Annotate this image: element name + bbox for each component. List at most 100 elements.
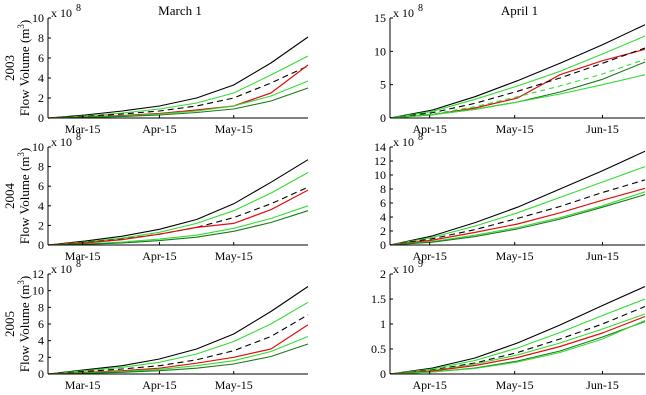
x-tick-label: Apr-15 [142, 249, 176, 263]
series-line-inner-upper [47, 55, 309, 119]
x-tick-label: May-15 [215, 249, 253, 263]
axis-multiplier: x 10 [393, 135, 414, 149]
series-line-mean [47, 186, 309, 246]
y-tick-label: 4 [38, 71, 44, 85]
x-tick-label: Mar-15 [65, 249, 101, 263]
x-tick-label: Jun-15 [586, 122, 619, 136]
axis-multiplier: x 10 [393, 6, 414, 20]
series-line-inner-lower [47, 80, 309, 119]
y-tick-label: 8 [38, 31, 44, 45]
y-tick-label: 0 [380, 111, 386, 125]
y-tick-label: 8 [380, 182, 386, 196]
series-line-upper [47, 286, 309, 375]
x-tick-label: May-15 [215, 122, 253, 136]
series-line-mean [47, 65, 309, 119]
subplot-1: 0 2 4 6 8 10 Mar-15 Apr-15 May-15 x 10 8 March 1 200… [2, 3, 309, 136]
series-line-inner-dashed [389, 58, 646, 119]
series-line-observed [389, 315, 646, 375]
series-line-inner-upper [389, 35, 646, 119]
series-line-mean [389, 47, 646, 119]
series-line-upper [389, 150, 646, 246]
y-tick-label: 4 [38, 199, 44, 213]
y-tick-label: 6 [38, 317, 44, 331]
x-tick-label: Jun-15 [586, 249, 619, 263]
axis-exponent: 8 [418, 3, 423, 14]
series-line-inner-lower [389, 74, 646, 119]
axis-exponent: 8 [76, 3, 81, 14]
subplot-3: 0 2 4 6 8 10 Mar-15 Apr-15 May-15 x 10 8 2004 Flow V… [2, 132, 309, 263]
series-line-upper [389, 24, 646, 119]
row-label: 2003 [2, 55, 17, 81]
series-line-inner-lower [389, 191, 646, 246]
y-tick-label: 6 [380, 196, 386, 210]
series-line-inner-lower [389, 319, 646, 375]
y-tick-label: 2 [380, 267, 386, 281]
y-axis-label: Flow Volume (m3) [16, 20, 32, 117]
series-line-median [47, 87, 309, 119]
series-line-median [389, 61, 646, 119]
x-tick-label: Mar-15 [65, 122, 101, 136]
series-line-mean [47, 314, 309, 375]
y-tick-label: 15 [374, 11, 386, 25]
y-tick-label: 12 [32, 267, 44, 281]
x-tick-label: Mar-15 [65, 378, 101, 392]
series-line-inner-upper [47, 301, 309, 375]
series-line-mean [389, 305, 646, 375]
y-tick-label: 10 [32, 284, 44, 298]
x-tick-label: May-15 [496, 378, 534, 392]
series-line-inner-upper [389, 298, 646, 375]
subplot-6: 0 0.5 1 1.5 2 Apr-15 May-15 Jun-15 x 10 9 [371, 259, 646, 392]
series-line-observed [389, 187, 646, 246]
series-line-upper [47, 36, 309, 119]
y-tick-label: 0 [38, 238, 44, 252]
series-line-median [47, 210, 309, 246]
series-line-inner-mid [389, 313, 646, 375]
y-tick-label: 10 [32, 11, 44, 25]
x-tick-label: Apr-15 [142, 378, 176, 392]
y-tick-label: 2 [38, 218, 44, 232]
series-line-mean [389, 179, 646, 246]
axis-multiplier: x 10 [51, 262, 72, 276]
x-tick-label: Apr-15 [412, 249, 446, 263]
y-tick-label: 10 [374, 168, 386, 182]
y-tick-label: 0.5 [371, 342, 386, 356]
y-tick-label: 10 [32, 140, 44, 154]
y-tick-label: 8 [38, 160, 44, 174]
series-line-median [389, 194, 646, 246]
series-line-inner-lower [47, 335, 309, 375]
y-tick-label: 5 [380, 78, 386, 92]
y-tick-label: 0 [38, 367, 44, 381]
x-tick-label: Apr-15 [412, 378, 446, 392]
y-tick-label: 1.5 [371, 292, 386, 306]
x-tick-label: Apr-15 [412, 122, 446, 136]
y-tick-label: 4 [38, 334, 44, 348]
x-tick-label: May-15 [496, 249, 534, 263]
series-line-observed [47, 64, 309, 119]
axis-multiplier: x 10 [51, 135, 72, 149]
series-line-median [47, 343, 309, 375]
y-tick-label: 6 [38, 179, 44, 193]
column-title: April 1 [501, 3, 538, 18]
y-tick-label: 0 [38, 111, 44, 125]
y-tick-label: 6 [38, 51, 44, 65]
y-tick-label: 2 [38, 350, 44, 364]
axis-multiplier: x 10 [393, 262, 414, 276]
axis-exponent: 8 [418, 132, 423, 143]
y-tick-label: 12 [374, 154, 386, 168]
y-tick-label: 14 [374, 140, 386, 154]
y-tick-label: 0 [380, 367, 386, 381]
series-line-observed [47, 324, 309, 375]
axis-exponent: 8 [76, 132, 81, 143]
y-tick-label: 0 [380, 238, 386, 252]
x-tick-label: Jun-15 [586, 378, 619, 392]
y-tick-label: 2 [38, 91, 44, 105]
axis-multiplier: x 10 [51, 6, 72, 20]
y-axis-label: Flow Volume (m3) [16, 148, 32, 245]
y-tick-label: 8 [38, 300, 44, 314]
series-line-inner-upper [47, 172, 309, 246]
series-line-upper [47, 159, 309, 246]
y-tick-label: 1 [380, 317, 386, 331]
series-line-observed [47, 189, 309, 246]
